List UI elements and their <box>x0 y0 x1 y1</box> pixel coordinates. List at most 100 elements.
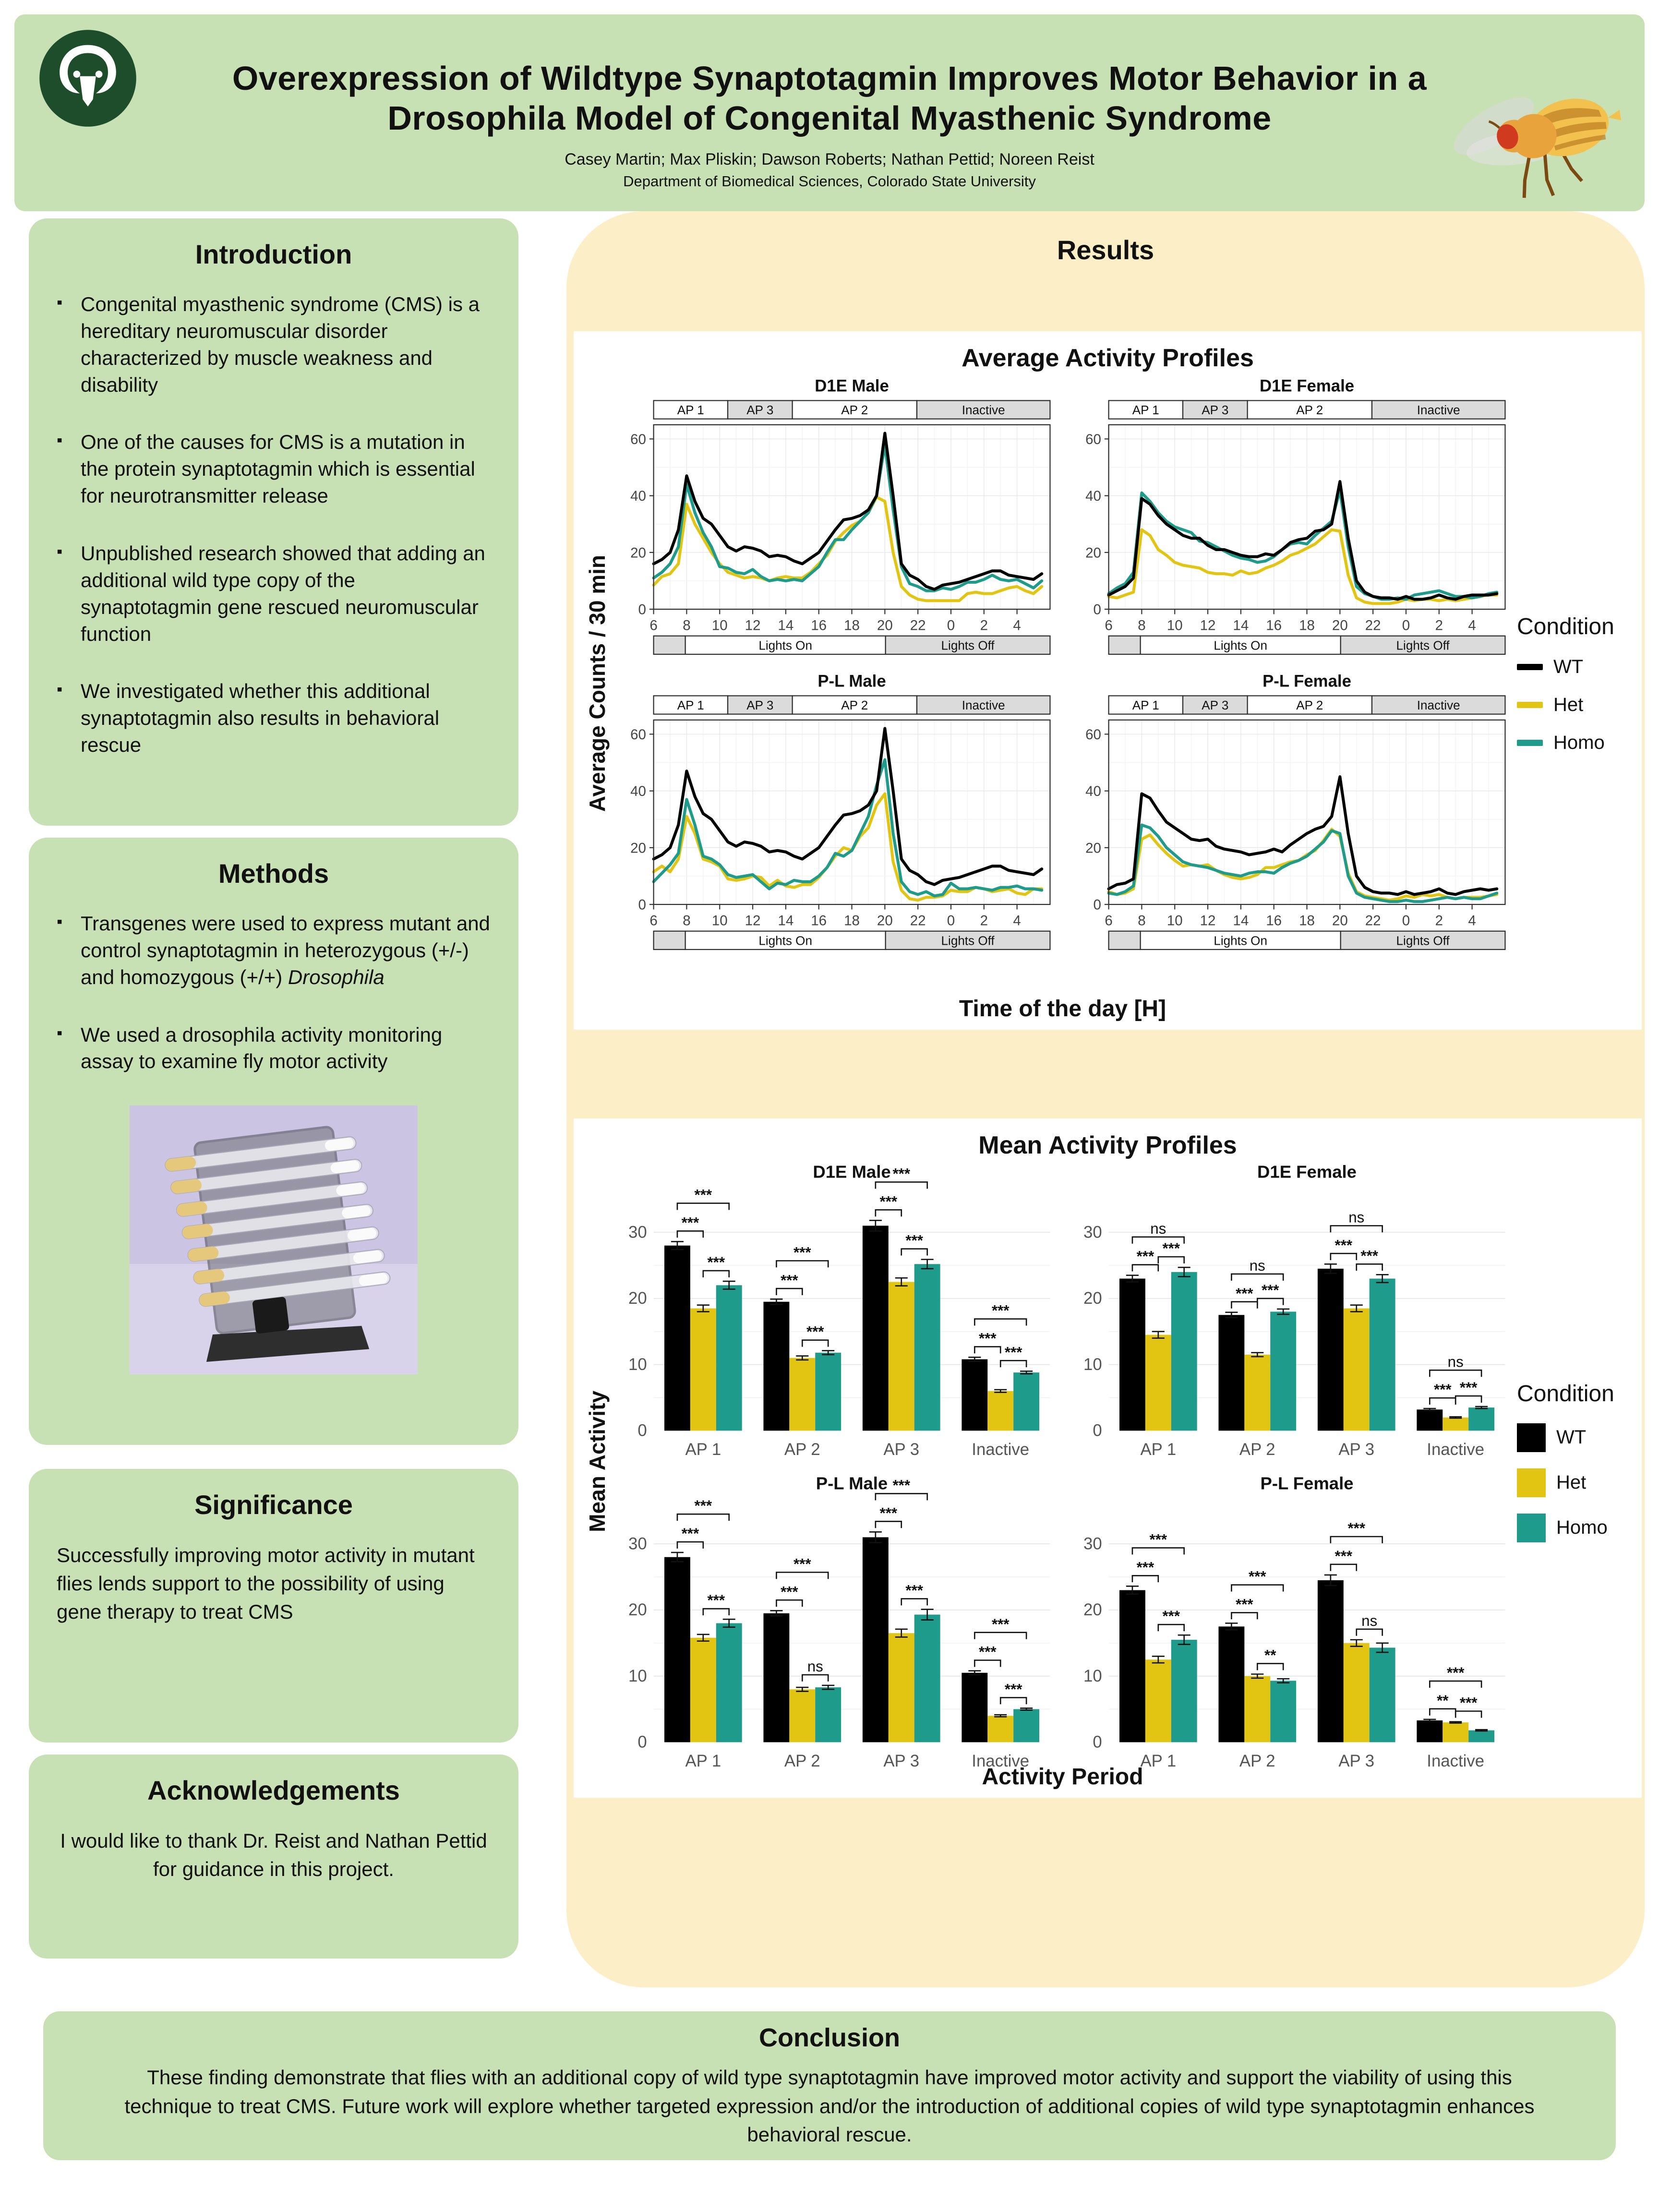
svg-text:20: 20 <box>1083 1289 1102 1308</box>
poster-title-line2: Drosophila Model of Congenital Myastheni… <box>387 99 1272 137</box>
svg-text:Lights On: Lights On <box>1214 638 1267 652</box>
svg-text:Lights Off: Lights Off <box>1396 638 1450 652</box>
svg-text:2: 2 <box>1435 913 1443 928</box>
svg-text:AP 1: AP 1 <box>1132 403 1159 417</box>
svg-text:***: *** <box>708 1592 725 1609</box>
svg-text:AP 2: AP 2 <box>1239 1752 1275 1770</box>
figure1-y-axis-label: Average Counts / 30 min <box>585 555 610 812</box>
svg-text:0: 0 <box>1093 1422 1102 1440</box>
svg-text:***: *** <box>1360 1247 1378 1264</box>
svg-text:10: 10 <box>1083 1356 1102 1374</box>
svg-text:AP 3: AP 3 <box>883 1441 919 1459</box>
svg-text:6: 6 <box>649 618 657 634</box>
svg-text:***: *** <box>905 1232 923 1249</box>
svg-text:AP 2: AP 2 <box>841 698 868 712</box>
svg-text:***: *** <box>905 1582 923 1599</box>
svg-text:8: 8 <box>1138 618 1145 634</box>
svg-text:AP 3: AP 3 <box>883 1752 919 1770</box>
intro-bullet: Congenital myasthenic syndrome (CMS) is … <box>57 291 491 398</box>
svg-text:***: *** <box>1236 1285 1253 1302</box>
header: Overexpression of Wildtype Synaptotagmin… <box>14 14 1645 211</box>
svg-text:20: 20 <box>630 840 646 856</box>
conclusion-text: These finding demonstrate that flies wit… <box>124 2066 1535 2146</box>
svg-text:60: 60 <box>1085 726 1101 742</box>
svg-text:AP 2: AP 2 <box>1296 698 1323 712</box>
svg-text:16: 16 <box>811 618 827 634</box>
svg-text:AP 3: AP 3 <box>1202 698 1228 712</box>
svg-text:**: ** <box>1264 1647 1276 1664</box>
svg-text:30: 30 <box>1083 1223 1102 1241</box>
svg-text:D1E Female: D1E Female <box>1259 377 1354 395</box>
svg-text:12: 12 <box>1200 618 1215 634</box>
svg-text:10: 10 <box>1166 913 1182 928</box>
section-introduction: Introduction Congenital myasthenic syndr… <box>29 218 518 826</box>
svg-text:***: *** <box>992 1302 1010 1319</box>
svg-text:0: 0 <box>1093 897 1101 913</box>
svg-text:20: 20 <box>1332 618 1347 634</box>
svg-text:20: 20 <box>1083 1601 1102 1619</box>
legend-item-homo: Homo <box>1517 732 1635 754</box>
svg-text:30: 30 <box>1083 1535 1102 1553</box>
het-square-swatch <box>1517 1468 1546 1497</box>
svg-text:4: 4 <box>1468 618 1476 634</box>
svg-text:***: *** <box>979 1330 997 1346</box>
svg-text:***: *** <box>1236 1596 1253 1613</box>
svg-text:40: 40 <box>630 783 646 799</box>
svg-text:ns: ns <box>1348 1209 1364 1226</box>
legend-label: Het <box>1556 1472 1587 1493</box>
svg-text:0: 0 <box>1093 602 1101 618</box>
svg-text:40: 40 <box>630 488 646 504</box>
legend-label: WT <box>1556 1427 1587 1448</box>
bar-chart-pl-male: P-L Male 0 10 20 30 AP 1 *** *** *** AP 2 *** *** ns… <box>614 1475 1057 1784</box>
svg-text:Lights Off: Lights Off <box>941 933 995 948</box>
svg-text:***: *** <box>1434 1381 1452 1398</box>
svg-text:16: 16 <box>1266 618 1282 634</box>
svg-text:D1E Male: D1E Male <box>815 377 889 395</box>
significance-text: Successfully improving motor activity in… <box>57 1544 475 1623</box>
legend-item-homo: Homo <box>1517 1513 1635 1542</box>
figure1-title: Average Activity Profiles <box>962 344 1254 372</box>
svg-text:**: ** <box>1437 1692 1449 1709</box>
svg-text:60: 60 <box>1085 432 1101 447</box>
svg-text:***: *** <box>979 1644 997 1660</box>
svg-text:***: *** <box>1005 1681 1022 1698</box>
legend-title: Condition <box>1517 614 1614 639</box>
homo-square-swatch <box>1517 1513 1546 1542</box>
svg-text:6: 6 <box>1105 618 1112 634</box>
line-chart-pl-female: P-L Female AP 1 AP 3 AP 2 Inactive 0 20 40 60 6 8 1… <box>1069 672 1512 964</box>
line-chart-pl-male: P-L Male AP 1 AP 3 AP 2 Inactive 0 20 40 60 6 8 10 1… <box>614 672 1057 964</box>
intro-bullet: We investigated whether this additional … <box>57 678 491 758</box>
svg-text:0: 0 <box>1402 618 1409 634</box>
svg-text:0: 0 <box>1093 1733 1102 1752</box>
svg-text:***: *** <box>1162 1608 1180 1625</box>
svg-text:***: *** <box>880 1193 898 1210</box>
svg-text:***: *** <box>695 1187 712 1203</box>
figure2-y-axis-label: Mean Activity <box>585 1390 610 1532</box>
methods-bullet-text: Transgenes were used to express mutant a… <box>81 912 490 988</box>
acknowledgements-title: Acknowledgements <box>147 1775 400 1805</box>
svg-text:AP 2: AP 2 <box>784 1752 820 1770</box>
section-methods: Methods Transgenes were used to express … <box>29 838 518 1445</box>
svg-text:***: *** <box>1162 1240 1180 1257</box>
svg-text:***: *** <box>1136 1248 1154 1265</box>
svg-text:Inactive: Inactive <box>962 698 1005 712</box>
line-chart-d1e-female: D1E Female AP 1 AP 3 AP 2 Inactive 0 20 40 60 6 8 1… <box>1069 376 1512 669</box>
conclusion-title: Conclusion <box>759 2023 900 2052</box>
svg-text:Inactive: Inactive <box>1427 1441 1484 1459</box>
svg-text:Inactive: Inactive <box>972 1752 1029 1770</box>
svg-text:AP 3: AP 3 <box>746 698 773 712</box>
svg-text:4: 4 <box>1013 913 1021 928</box>
acknowledgements-text: I would like to thank Dr. Reist and Nath… <box>60 1829 487 1880</box>
svg-text:10: 10 <box>628 1667 647 1685</box>
svg-text:AP 2: AP 2 <box>1296 403 1323 417</box>
svg-text:Lights On: Lights On <box>758 933 812 948</box>
svg-text:18: 18 <box>1299 913 1315 928</box>
svg-text:***: *** <box>1149 1531 1167 1548</box>
legend-item-het: Het <box>1517 1468 1635 1497</box>
svg-text:D1E Male: D1E Male <box>813 1164 890 1182</box>
svg-text:AP 1: AP 1 <box>685 1441 721 1459</box>
svg-text:30: 30 <box>628 1223 647 1241</box>
svg-text:0: 0 <box>637 1422 647 1440</box>
svg-text:***: *** <box>1136 1559 1154 1576</box>
svg-text:14: 14 <box>1233 618 1249 634</box>
